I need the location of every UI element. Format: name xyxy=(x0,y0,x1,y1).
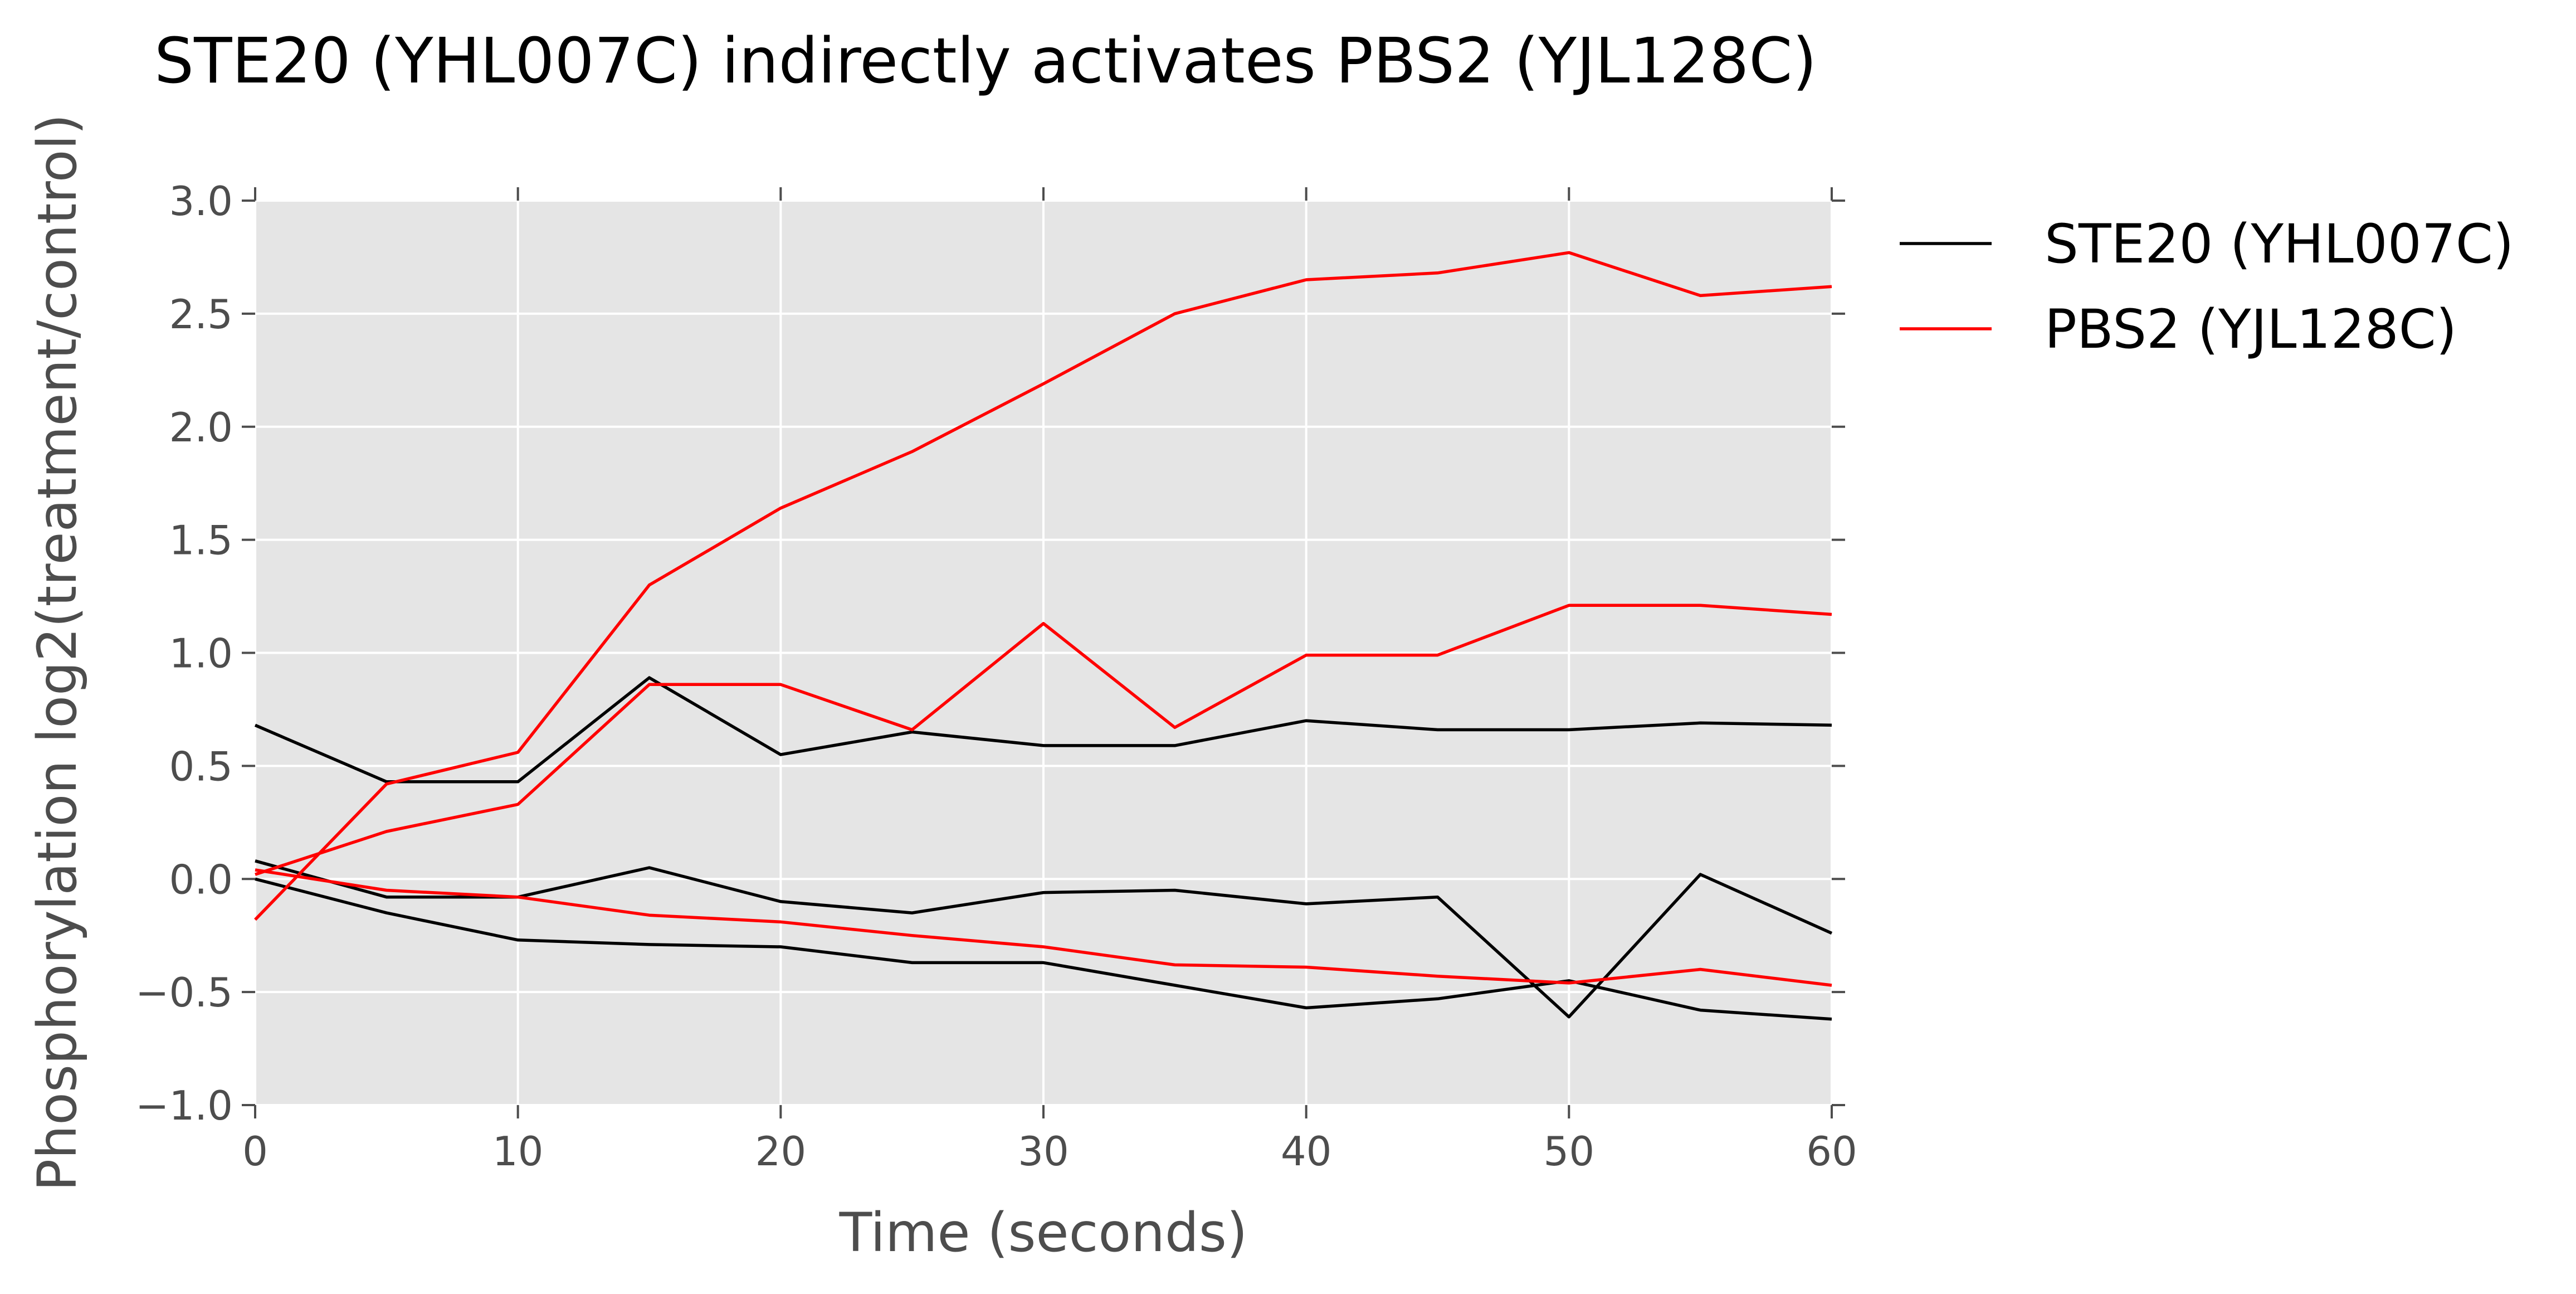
x-axis-label: Time (seconds) xyxy=(839,1201,1248,1264)
y-tick-label: −1.0 xyxy=(135,1082,233,1129)
y-tick-label: 1.5 xyxy=(169,517,233,564)
x-tick-labels: 0 10 20 30 40 50 60 xyxy=(242,1128,1857,1175)
y-axis-label: Phosphorylation log2(treatment/control) xyxy=(26,114,89,1191)
x-tick-label: 0 xyxy=(242,1128,268,1175)
legend-label: STE20 (YHL007C) xyxy=(2045,213,2514,275)
x-tick-label: 20 xyxy=(755,1128,807,1175)
x-tick-label: 60 xyxy=(1806,1128,1857,1175)
y-tick-label: 2.5 xyxy=(169,291,233,338)
y-tick-label: 3.0 xyxy=(169,178,233,225)
chart-title: STE20 (YHL007C) indirectly activates PBS… xyxy=(154,25,1817,98)
x-tick-label: 30 xyxy=(1018,1128,1069,1175)
series-line xyxy=(254,676,1832,784)
x-tick-label: 50 xyxy=(1544,1128,1595,1175)
y-tick-label: 1.0 xyxy=(169,630,233,677)
series-line xyxy=(255,877,1832,1021)
x-tick-label: 40 xyxy=(1281,1128,1332,1175)
axis-ticks xyxy=(242,187,1845,1118)
y-tick-label: 0.0 xyxy=(169,856,233,903)
series-line xyxy=(255,868,1832,987)
series-line xyxy=(254,251,1832,921)
series-line xyxy=(255,604,1832,876)
series-lines xyxy=(254,251,1833,1021)
y-tick-label: −0.5 xyxy=(135,969,233,1016)
legend-label: PBS2 (YJL128C) xyxy=(2045,298,2457,361)
y-tick-label: 2.0 xyxy=(169,404,233,451)
y-tick-label: 0.5 xyxy=(169,743,233,790)
legend: STE20 (YHL007C) PBS2 (YJL128C) xyxy=(1900,213,2514,361)
y-tick-labels: 3.0 2.5 2.0 1.5 1.0 0.5 0.0 −0.5 −1.0 xyxy=(135,178,233,1129)
x-tick-label: 10 xyxy=(492,1128,544,1175)
